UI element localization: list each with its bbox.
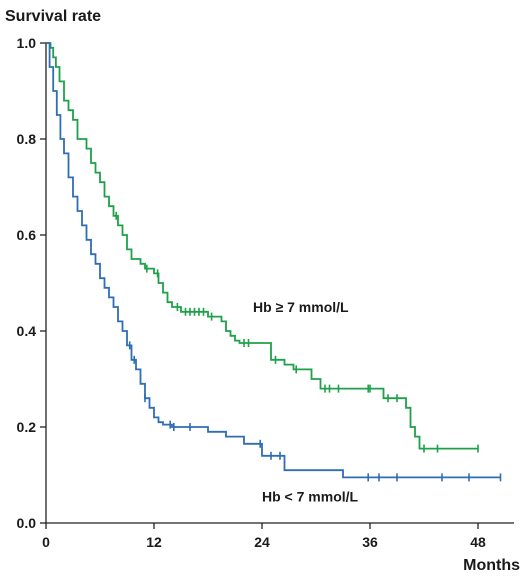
series-line — [46, 42, 478, 450]
x-tick-label: 0 — [42, 534, 50, 550]
y-tick-label: 0.2 — [17, 419, 37, 435]
y-tick-label: 1.0 — [17, 35, 37, 51]
y-tick-label: 0.8 — [17, 131, 37, 147]
series-1 — [46, 42, 502, 482]
x-tick-label: 24 — [254, 534, 270, 550]
series-layer — [46, 42, 502, 482]
axes: 0.0 0.2 0.4 0.6 0.8 1.0 0 12 24 36 48 — [17, 35, 514, 550]
x-tick-label: 36 — [362, 534, 378, 550]
series-line — [46, 42, 501, 479]
x-axis-title: Months — [463, 557, 520, 574]
y-axis-title: Survival rate — [5, 8, 101, 25]
y-tick-label: 0.6 — [17, 227, 37, 243]
y-tick-label: 0.0 — [17, 515, 37, 531]
x-tick-label: 12 — [146, 534, 162, 550]
series-0 — [46, 42, 479, 453]
series-annotation: Hb ≥ 7 mmol/L — [253, 299, 349, 315]
annotations: Hb ≥ 7 mmol/L Hb < 7 mmol/L — [253, 299, 359, 505]
y-tick-label: 0.4 — [17, 323, 37, 339]
series-annotation: Hb < 7 mmol/L — [262, 488, 359, 504]
x-tick-label: 48 — [470, 534, 486, 550]
